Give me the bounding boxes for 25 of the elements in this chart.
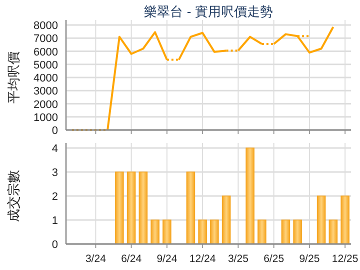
y-tick-label: 6000: [34, 46, 58, 58]
y-tick-label: 1000: [34, 112, 58, 124]
y-tick-label: 3: [52, 167, 58, 179]
x-tick-label: 9/25: [299, 253, 320, 265]
x-tick-label: 6/25: [264, 253, 284, 265]
y-tick-label: 0: [52, 125, 58, 137]
x-tick-label: 9/24: [156, 253, 178, 265]
y-tick-label: 7000: [34, 33, 58, 46]
y-tick-label: 4: [52, 143, 58, 155]
y-tick-label: 8000: [34, 20, 58, 32]
x-tick-label: 6/24: [121, 253, 142, 265]
y-tick-label: 5000: [34, 59, 58, 72]
x-tick-label: 12/24: [189, 253, 216, 265]
y-tick-label: 4000: [34, 72, 58, 84]
chart-title: 樂翠台 - 實用呎價走勢: [144, 4, 273, 19]
x-tick-label: 12/25: [332, 253, 358, 265]
y-tick-label: 1: [52, 215, 58, 227]
y-tick-label: 3000: [34, 86, 58, 98]
y-tick-label: 2000: [34, 98, 58, 111]
y-tick-label: 0: [52, 239, 58, 251]
y-axis-title: 成交宗數: [6, 170, 21, 222]
y-axis-title: 平均呎價: [6, 52, 21, 104]
y-tick-label: 2: [52, 191, 58, 203]
x-tick-label: 3/24: [85, 253, 106, 265]
x-tick-label: 3/25: [228, 253, 249, 265]
